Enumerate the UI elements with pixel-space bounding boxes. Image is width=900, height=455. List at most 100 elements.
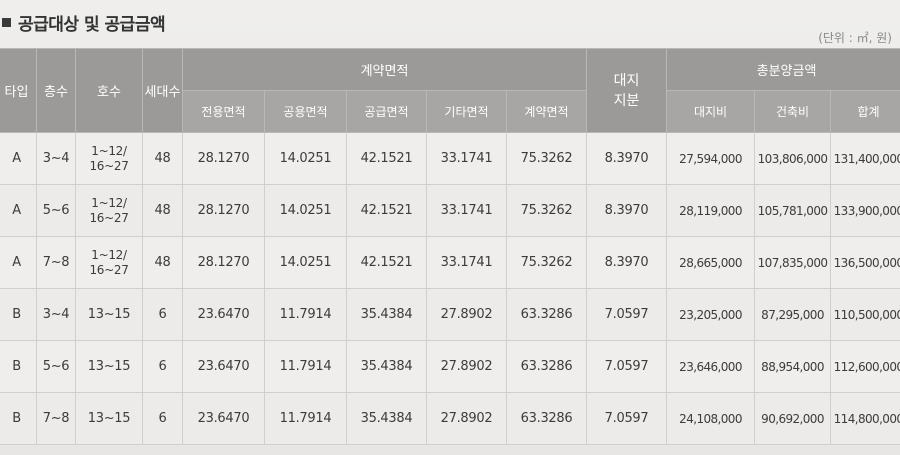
subheader-common-area: 공용면적 [264,90,347,133]
cell-contract-area: 75.3262 [505,132,588,185]
cell-unit-line1: 1~12/ [91,195,127,210]
section-heading: 공급대상 및 공급금액 [0,6,166,38]
cell-households: 48 [142,236,183,289]
cell-type: B [0,340,37,393]
subheader-build-cost: 건축비 [754,90,832,133]
cell-exclusive-area: 28.1270 [182,132,265,185]
cell-build-cost: 105,781,000 [754,184,832,237]
cell-other-area: 33.1741 [426,132,507,185]
cell-type: A [0,132,37,185]
table-row: B 7~8 13~15 6 23.6470 11.7914 35.4384 27… [0,392,900,445]
cell-land-cost: 23,646,000 [666,340,756,393]
cell-type: B [0,392,37,445]
cell-households: 6 [142,288,183,341]
cell-supply-area: 35.4384 [346,392,427,445]
square-bullet-icon [2,17,11,27]
cell-land-share: 7.0597 [586,392,668,445]
table-row: A 3~4 1~12/16~27 48 28.1270 14.0251 42.1… [0,132,900,185]
cell-type: B [0,288,37,341]
cell-supply-area: 42.1521 [346,184,427,237]
cell-sum: 136,500,000 [830,236,900,289]
cell-unit-line2: 16~27 [89,262,129,277]
cell-households: 6 [142,392,183,445]
cell-land-share: 7.0597 [586,340,668,393]
cell-exclusive-area: 23.6470 [182,340,265,393]
header-floor: 층수 [36,48,76,133]
table-header: 타입 층수 호수 세대수 계약면적 대지 지분 총분양금액 전용면적 공용면적 … [0,48,900,133]
table-row: B 3~4 13~15 6 23.6470 11.7914 35.4384 27… [0,288,900,341]
cell-floor: 5~6 [36,184,76,237]
cell-exclusive-area: 23.6470 [182,288,265,341]
unit-note: (단위 : ㎡, 원) [818,31,892,45]
cell-land-share: 8.3970 [586,236,668,289]
cell-exclusive-area: 28.1270 [182,184,265,237]
cell-common-area: 11.7914 [264,288,347,341]
table-row: A 5~6 1~12/16~27 48 28.1270 14.0251 42.1… [0,184,900,237]
cell-floor: 7~8 [36,236,76,289]
table-row: B 5~6 13~15 6 23.6470 11.7914 35.4384 27… [0,340,900,393]
cell-supply-area: 42.1521 [346,132,427,185]
cell-unit: 13~15 [75,288,143,341]
cell-other-area: 33.1741 [426,236,507,289]
cell-households: 48 [142,132,183,185]
cell-contract-area: 63.3286 [505,288,588,341]
header-land-share: 대지 지분 [586,48,668,133]
cell-land-cost: 28,665,000 [666,236,756,289]
cell-unit: 1~12/16~27 [75,184,143,237]
cell-supply-area: 35.4384 [346,288,427,341]
cell-sum: 133,900,000 [830,184,900,237]
cell-land-share: 8.3970 [586,132,668,185]
cell-common-area: 14.0251 [264,132,347,185]
cell-other-area: 27.8902 [426,340,507,393]
cell-sum: 131,400,000 [830,132,900,185]
cell-land-cost: 24,108,000 [666,392,756,445]
cell-common-area: 14.0251 [264,184,347,237]
cell-unit: 13~15 [75,392,143,445]
cell-build-cost: 103,806,000 [754,132,832,185]
cell-supply-area: 42.1521 [346,236,427,289]
cell-unit: 13~15 [75,340,143,393]
table-body: A 3~4 1~12/16~27 48 28.1270 14.0251 42.1… [0,132,900,445]
cell-common-area: 11.7914 [264,340,347,393]
cell-land-cost: 23,205,000 [666,288,756,341]
cell-unit: 1~12/16~27 [75,236,143,289]
cell-sum: 114,800,000 [830,392,900,445]
cell-land-share: 8.3970 [586,184,668,237]
cell-floor: 7~8 [36,392,76,445]
header-total-price: 총분양금액 [666,48,900,91]
cell-other-area: 27.8902 [426,392,507,445]
cell-sum: 112,600,000 [830,340,900,393]
cell-unit-line1: 1~12/ [91,143,127,158]
cell-type: A [0,184,37,237]
subheader-exclusive-area: 전용면적 [182,90,265,133]
subheader-land-cost: 대지비 [666,90,756,133]
subheader-sum: 합계 [830,90,900,133]
cell-build-cost: 107,835,000 [754,236,832,289]
cell-contract-area: 63.3286 [505,340,588,393]
cell-land-cost: 28,119,000 [666,184,756,237]
header-type: 타입 [0,48,37,133]
header-contract-area: 계약면적 [181,48,588,91]
cell-exclusive-area: 28.1270 [182,236,265,289]
table-row: A 7~8 1~12/16~27 48 28.1270 14.0251 42.1… [0,236,900,289]
cell-other-area: 27.8902 [426,288,507,341]
cell-floor: 5~6 [36,340,76,393]
cell-common-area: 14.0251 [264,236,347,289]
cell-build-cost: 90,692,000 [754,392,832,445]
subheader-contract-area: 계약면적 [505,90,588,133]
cell-exclusive-area: 23.6470 [182,392,265,445]
cell-contract-area: 75.3262 [505,236,588,289]
cell-floor: 3~4 [36,132,76,185]
cell-land-share: 7.0597 [586,288,668,341]
cell-unit-line2: 16~27 [89,210,129,225]
cell-type: A [0,236,37,289]
subheader-other-area: 기타면적 [426,90,507,133]
header-households: 세대수 [142,48,183,133]
header-unit: 호수 [75,48,143,133]
cell-contract-area: 75.3262 [505,184,588,237]
cell-contract-area: 63.3286 [505,392,588,445]
supply-price-table: 타입 층수 호수 세대수 계약면적 대지 지분 총분양금액 전용면적 공용면적 … [0,48,900,445]
cell-supply-area: 35.4384 [346,340,427,393]
cell-unit: 1~12/16~27 [75,132,143,185]
cell-floor: 3~4 [36,288,76,341]
